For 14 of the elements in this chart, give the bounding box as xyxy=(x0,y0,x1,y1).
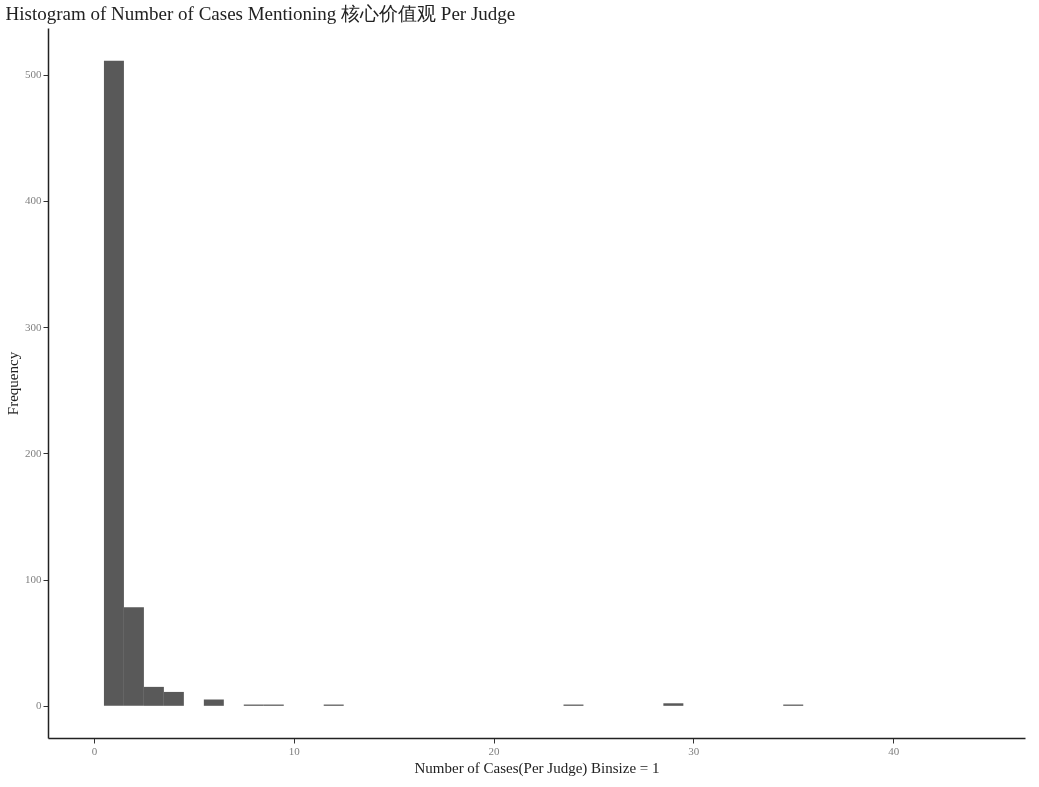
chart-title: Histogram of Number of Cases Mentioning 核心价值观 Per Judge xyxy=(5,3,516,24)
y-tick-label: 200 xyxy=(25,446,42,459)
y-tick-label: 100 xyxy=(25,573,42,586)
x-tick-label: 40 xyxy=(888,744,900,757)
y-tick-label: 0 xyxy=(36,699,42,712)
y-axis-title: Frequency xyxy=(5,351,21,416)
x-axis-title: Number of Cases(Per Judge) Binsize = 1 xyxy=(414,759,660,777)
x-tick-label: 30 xyxy=(688,744,700,757)
x-tick-label: 20 xyxy=(488,744,501,757)
x-tick-label: 0 xyxy=(91,744,98,757)
y-tick-label: 300 xyxy=(25,320,42,333)
y-tick-label: 500 xyxy=(25,68,42,81)
x-tick-label: 10 xyxy=(288,744,301,757)
y-tick-label: 400 xyxy=(25,194,42,207)
